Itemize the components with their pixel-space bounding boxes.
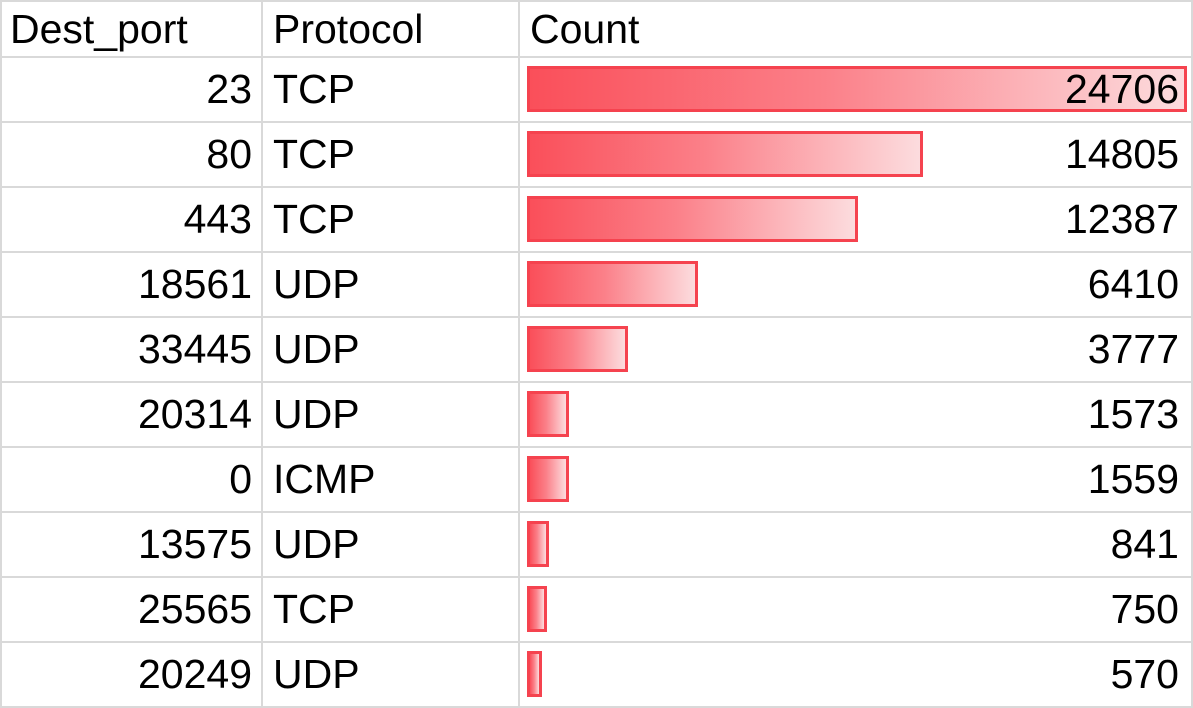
dest-port-cell: 18561 bbox=[2, 253, 263, 316]
protocol-cell: UDP bbox=[263, 513, 520, 576]
dest-port-cell: 0 bbox=[2, 448, 263, 511]
dest-port-cell: 443 bbox=[2, 188, 263, 251]
count-cell: 3777 bbox=[520, 318, 1191, 381]
dest-port-cell: 23 bbox=[2, 58, 263, 121]
protocol-cell: UDP bbox=[263, 383, 520, 446]
table-row: 20249 UDP 570 bbox=[2, 641, 1191, 706]
table-row: 23 TCP 24706 bbox=[2, 56, 1191, 121]
count-bar-track bbox=[527, 66, 1187, 112]
count-value: 24706 bbox=[1064, 66, 1179, 112]
protocol-cell: UDP bbox=[263, 253, 520, 316]
count-bar bbox=[527, 456, 569, 502]
count-value: 3777 bbox=[1087, 326, 1179, 372]
dest-port-cell: 13575 bbox=[2, 513, 263, 576]
count-bar bbox=[527, 391, 570, 437]
table-row: 80 TCP 14805 bbox=[2, 121, 1191, 186]
count-value: 12387 bbox=[1064, 196, 1179, 242]
dest-port-cell: 33445 bbox=[2, 318, 263, 381]
table-body: 23 TCP 24706 80 TCP 14805 443 TCP 12387 18561 UDP 6… bbox=[2, 56, 1191, 706]
table-row: 20314 UDP 1573 bbox=[2, 381, 1191, 446]
count-cell: 1573 bbox=[520, 383, 1191, 446]
count-bar-track bbox=[527, 651, 1187, 697]
protocol-cell: TCP bbox=[263, 58, 520, 121]
count-value: 570 bbox=[1110, 651, 1179, 697]
count-bar-track bbox=[527, 521, 1187, 567]
column-header-protocol: Protocol bbox=[263, 2, 520, 56]
count-bar-track bbox=[527, 261, 1187, 307]
count-cell: 570 bbox=[520, 643, 1191, 706]
protocol-cell: ICMP bbox=[263, 448, 520, 511]
table-row: 18561 UDP 6410 bbox=[2, 251, 1191, 316]
table-row: 33445 UDP 3777 bbox=[2, 316, 1191, 381]
table-row: 25565 TCP 750 bbox=[2, 576, 1191, 641]
dest-port-cell: 20314 bbox=[2, 383, 263, 446]
protocol-cell: TCP bbox=[263, 188, 520, 251]
table-row: 0 ICMP 1559 bbox=[2, 446, 1191, 511]
count-cell: 6410 bbox=[520, 253, 1191, 316]
count-cell: 24706 bbox=[520, 58, 1191, 121]
count-bar bbox=[527, 261, 699, 307]
count-bar-track bbox=[527, 196, 1187, 242]
count-bar-track bbox=[527, 391, 1187, 437]
dest-port-cell: 80 bbox=[2, 123, 263, 186]
count-cell: 14805 bbox=[520, 123, 1191, 186]
count-cell: 1559 bbox=[520, 448, 1191, 511]
count-cell: 12387 bbox=[520, 188, 1191, 251]
count-value: 1559 bbox=[1087, 456, 1179, 502]
protocol-cell: UDP bbox=[263, 318, 520, 381]
count-bar bbox=[527, 196, 858, 242]
count-bar bbox=[527, 326, 628, 372]
count-value: 750 bbox=[1110, 586, 1179, 632]
count-bar-track bbox=[527, 131, 1187, 177]
count-value: 841 bbox=[1110, 521, 1179, 567]
column-header-dest-port: Dest_port bbox=[2, 2, 263, 56]
protocol-cell: TCP bbox=[263, 123, 520, 186]
count-value: 1573 bbox=[1087, 391, 1179, 437]
count-bar-track bbox=[527, 456, 1187, 502]
count-bar bbox=[527, 521, 550, 567]
count-bar bbox=[527, 651, 543, 697]
count-bar-track bbox=[527, 586, 1187, 632]
column-header-count: Count bbox=[530, 5, 640, 52]
table-header-row: Dest_port Protocol Count bbox=[2, 2, 1191, 56]
dest-port-cell: 25565 bbox=[2, 578, 263, 641]
count-value: 6410 bbox=[1087, 261, 1179, 307]
count-bar bbox=[527, 131, 923, 177]
table-row: 443 TCP 12387 bbox=[2, 186, 1191, 251]
protocol-cell: TCP bbox=[263, 578, 520, 641]
table-row: 13575 UDP 841 bbox=[2, 511, 1191, 576]
count-cell: 750 bbox=[520, 578, 1191, 641]
count-bar-track bbox=[527, 326, 1187, 372]
count-cell: 841 bbox=[520, 513, 1191, 576]
count-bar bbox=[527, 586, 548, 632]
count-bar bbox=[527, 66, 1187, 112]
protocol-cell: UDP bbox=[263, 643, 520, 706]
dest-port-cell: 20249 bbox=[2, 643, 263, 706]
count-value: 14805 bbox=[1064, 131, 1179, 177]
